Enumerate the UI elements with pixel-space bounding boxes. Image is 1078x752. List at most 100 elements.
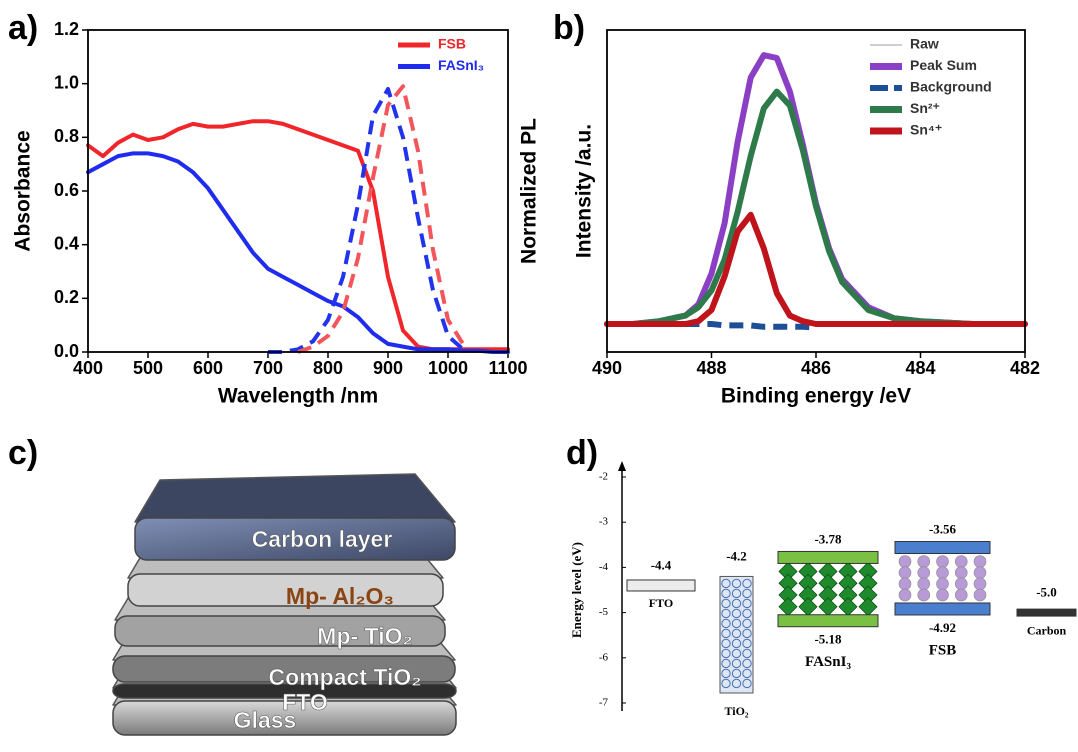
energy-level: [777, 614, 879, 628]
plot-frame: [606, 29, 1026, 353]
nanoparticle: [731, 638, 742, 649]
nanoparticle: [742, 578, 752, 589]
crystal-structure: [973, 577, 987, 591]
panel-label: a): [8, 9, 38, 47]
legend-label: Raw: [910, 36, 939, 52]
nanoparticle: [721, 628, 731, 639]
x-tick-label: 400: [73, 358, 103, 378]
nanoparticle: [731, 678, 742, 689]
layer-label: Mp- TiO₂: [317, 623, 412, 649]
y-tick-label: -7: [599, 697, 609, 709]
crystal-structure: [973, 588, 987, 602]
nanoparticle: [742, 588, 752, 599]
material-label: FSB: [929, 642, 957, 658]
y-tick-label: 0.4: [54, 233, 79, 253]
panel-label: d): [566, 434, 598, 472]
nanoparticle: [731, 658, 742, 669]
plot-frame: [87, 29, 509, 353]
crystal-structure: [936, 577, 949, 591]
crystal-structure: [898, 577, 912, 591]
y-tick-label: 0.8: [54, 126, 79, 146]
y-tick-label: -5: [599, 606, 609, 618]
nanoparticle: [721, 578, 731, 589]
data-line: [268, 87, 465, 354]
y-tick-label: -2: [599, 471, 608, 483]
data-line: [604, 52, 1028, 327]
energy-level: [777, 550, 879, 564]
energy-level: [894, 541, 991, 555]
nanoparticle: [731, 668, 742, 679]
panel-label: b): [553, 9, 585, 47]
x-tick-label: 500: [133, 358, 163, 378]
x-axis-label: Binding energy /eV: [721, 385, 911, 408]
x-tick-label: 900: [373, 358, 403, 378]
crystal-structure: [818, 597, 838, 617]
crystal-structure: [778, 597, 798, 617]
legend-label: Peak Sum: [910, 57, 977, 73]
nanoparticle: [721, 588, 731, 599]
axis-arrow: [618, 461, 626, 471]
y-axis-label: Absorbance: [12, 130, 35, 251]
legend-label: FSB: [438, 36, 466, 52]
crystal-structure: [858, 597, 878, 617]
layer-side: [112, 700, 457, 736]
legend-label: Sn²⁺: [910, 100, 940, 116]
energy-level: [1016, 608, 1077, 617]
nanoparticle: [742, 658, 752, 669]
level-label: -4.2: [726, 548, 747, 563]
crystal-structure: [838, 597, 858, 617]
y-axis-label: Energy level (eV): [569, 542, 584, 638]
level-label: -3.78: [814, 531, 842, 546]
y-axis-label: Intensity /a.u.: [573, 124, 596, 258]
nanoparticle: [742, 608, 752, 619]
energy-level: [719, 575, 754, 694]
nanoparticle: [742, 668, 752, 679]
crystal-structure: [898, 566, 912, 579]
y-tick-label: 1.0: [54, 72, 79, 92]
nanoparticle: [731, 648, 742, 659]
y-tick-label: 0.2: [54, 287, 79, 307]
x-tick-label: 488: [696, 358, 726, 378]
data-line: [297, 84, 465, 354]
y-tick-label: -4: [599, 561, 609, 573]
energy-level: [626, 579, 696, 592]
data-line: [86, 151, 510, 354]
layer-label: Mp- Al₂O₃: [286, 583, 394, 609]
x-tick-label: 1000: [428, 358, 468, 378]
layer-side: [112, 655, 456, 683]
nanoparticle: [742, 618, 752, 629]
crystal-structure: [954, 577, 968, 591]
crystal-structure: [954, 588, 968, 602]
material-label: TiO₂: [724, 704, 748, 718]
nanoparticle: [721, 678, 731, 689]
nanoparticle: [721, 618, 731, 629]
crystal-structure: [898, 588, 912, 602]
level-label: -4.92: [929, 620, 956, 635]
layer-label: Glass: [234, 707, 297, 733]
y-tick-label: 0.0: [54, 341, 79, 361]
x-tick-label: 486: [801, 358, 831, 378]
nanoparticle: [742, 628, 752, 639]
x-tick-label: 600: [193, 358, 223, 378]
layer-top: [134, 473, 456, 523]
crystal-structure: [954, 566, 968, 579]
y-tick-label: 1.2: [54, 19, 79, 39]
nanoparticle: [731, 578, 742, 589]
data-line: [604, 88, 1028, 327]
energy-level: [894, 602, 991, 616]
nanoparticle: [742, 678, 752, 689]
crystal-structure: [917, 555, 931, 568]
data-line: [685, 321, 817, 331]
nanoparticle: [731, 588, 742, 599]
x-tick-label: 490: [592, 358, 622, 378]
legend-label: Sn⁴⁺: [910, 122, 942, 138]
crystal-structure: [898, 555, 912, 568]
x-tick-label: 700: [253, 358, 283, 378]
crystal-structure: [936, 555, 949, 568]
nanoparticle: [731, 608, 742, 619]
crystal-structure: [973, 566, 987, 579]
level-label: -4.4: [651, 557, 672, 572]
layer-side: [127, 573, 444, 607]
y-tick-label: 0.6: [54, 180, 79, 200]
nanoparticle: [721, 648, 731, 659]
